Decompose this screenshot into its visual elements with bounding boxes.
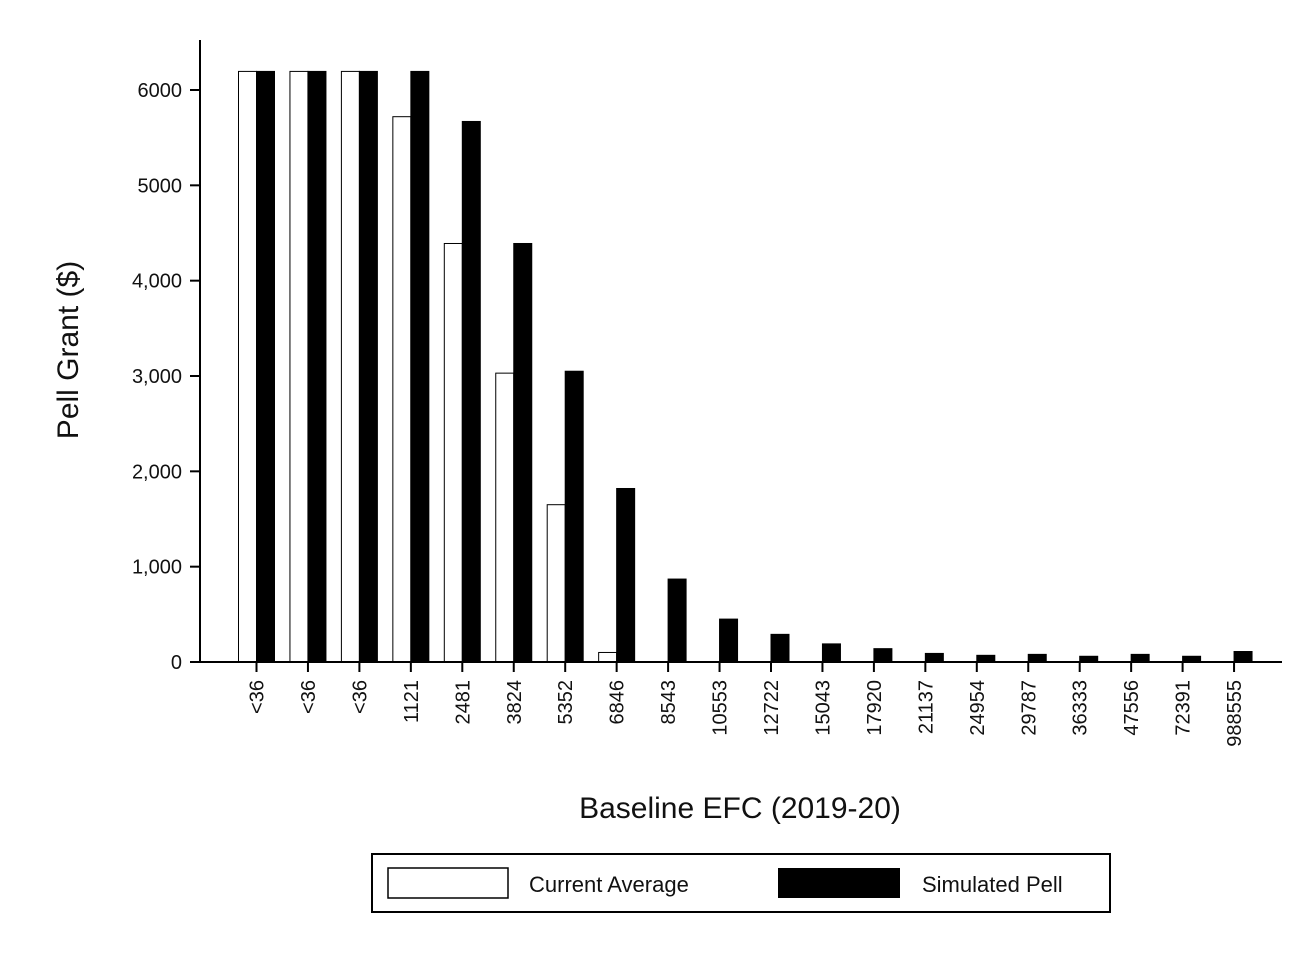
- x-tick-label: 17920: [864, 680, 886, 736]
- bar-simulated-pell: [1027, 653, 1047, 663]
- bar-simulated-pell: [461, 120, 481, 663]
- y-tick-label: 5000: [138, 175, 183, 197]
- y-tick-label: 2,000: [132, 461, 182, 483]
- bar-current-average: [598, 651, 618, 663]
- bar-current-average: [495, 372, 515, 663]
- legend-swatch-current-average: [387, 867, 509, 899]
- y-tick-label: 6000: [138, 80, 183, 102]
- bar-simulated-pell: [719, 618, 739, 663]
- bar-simulated-pell: [307, 70, 327, 663]
- x-tick-label: 6846: [607, 680, 629, 725]
- y-tick-label: 3,000: [132, 366, 182, 388]
- legend-label-current-average: Current Average: [529, 872, 689, 897]
- bar-simulated-pell: [976, 654, 996, 663]
- legend-label-simulated-pell: Simulated Pell: [922, 872, 1063, 897]
- bar-simulated-pell: [821, 643, 841, 663]
- x-tick-label: 21137: [915, 680, 937, 734]
- x-tick-label: <36: [298, 680, 320, 714]
- bar-simulated-pell: [667, 578, 687, 663]
- x-tick-label: 2481: [452, 680, 474, 725]
- bar-simulated-pell: [410, 70, 430, 663]
- x-tick-label: 36333: [1070, 680, 1092, 736]
- y-axis: 0 1,000 2,000 3,000 4,000 5000 6000: [132, 40, 201, 674]
- x-tick-label: 15043: [812, 680, 834, 736]
- y-axis-title: Pell Grant ($): [52, 261, 85, 439]
- bar-simulated-pell: [256, 70, 275, 663]
- x-tick-label: 3824: [504, 680, 526, 725]
- y-tick-label: 1,000: [132, 557, 182, 579]
- bars: [238, 70, 1253, 663]
- x-tick-label: <36: [247, 680, 269, 714]
- bar-simulated-pell: [616, 487, 636, 663]
- bar-current-average: [392, 116, 412, 663]
- bar-current-average: [340, 70, 360, 663]
- x-axis: <36 <36 <36 1121 2481 3824 5352 6846 8543 10553 12…: [200, 661, 1282, 747]
- x-tick-label: 24954: [967, 680, 989, 736]
- x-tick-label: <36: [349, 680, 371, 714]
- bar-simulated-pell: [358, 70, 378, 663]
- legend-swatch-simulated-pell: [778, 868, 900, 898]
- legend: Current Average Simulated Pell: [371, 853, 1111, 913]
- x-tick-label: 29787: [1018, 680, 1040, 736]
- bar-current-average: [443, 242, 463, 663]
- x-tick-label: 12722: [761, 680, 783, 736]
- x-tick-label: 988555: [1224, 680, 1246, 747]
- x-tick-label: 5352: [555, 680, 577, 725]
- bar-simulated-pell: [1130, 653, 1150, 663]
- bar-current-average: [546, 504, 566, 663]
- y-tick-label: 0: [171, 652, 182, 674]
- bar-simulated-pell: [564, 370, 584, 663]
- bar-simulated-pell: [873, 648, 893, 663]
- bar-simulated-pell: [513, 242, 533, 663]
- x-tick-label: 10553: [710, 680, 732, 736]
- bar-current-average: [289, 70, 309, 663]
- x-tick-label: 72391: [1173, 680, 1195, 736]
- bar-simulated-pell: [770, 633, 790, 663]
- x-tick-label: 47556: [1121, 680, 1143, 736]
- x-tick-label: 8543: [658, 680, 680, 725]
- bar-current-average: [238, 70, 257, 663]
- bar-simulated-pell: [924, 652, 944, 663]
- x-tick-label: 1121: [401, 680, 423, 723]
- bar-simulated-pell: [1233, 651, 1253, 663]
- y-tick-label: 4,000: [132, 271, 182, 293]
- x-axis-title: Baseline EFC (2019-20): [579, 792, 901, 825]
